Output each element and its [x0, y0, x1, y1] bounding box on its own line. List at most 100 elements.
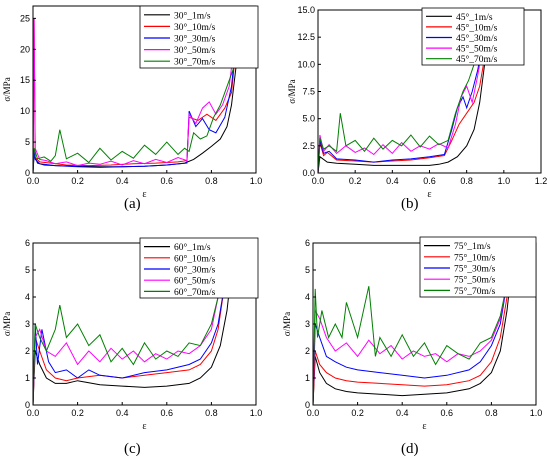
y-tick-label: 0	[25, 168, 30, 178]
x-tick-label: 0.2	[71, 408, 84, 418]
legend-label-1: 75°_1m/s	[454, 241, 491, 252]
x-tick-label: 1.0	[250, 408, 263, 418]
legend-label-3: 30°_30m/s	[174, 34, 216, 45]
series-line-1	[318, 10, 490, 173]
y-tick-label: 2	[25, 346, 30, 356]
legend: 30°_1m/s30°_10m/s30°_30m/s30°_50m/s30°_7…	[139, 5, 259, 69]
series-line-1	[33, 243, 235, 405]
series-line-3	[33, 243, 230, 405]
chart-panel-2: 0.0 0.2 0.4 0.6 0.8 1.0 1.2 0.0 2.5 5.0 7.5 10.0 12.…	[287, 5, 547, 200]
legend-box	[419, 236, 537, 298]
series-line-5	[33, 6, 241, 173]
y-tick-label: 6	[25, 238, 30, 248]
x-tick-label: 0.6	[161, 176, 174, 186]
legend-label-1: 45°_1m/s	[456, 12, 493, 23]
y-axis-label: σ/MPa	[2, 312, 12, 336]
y-tick-label: 3	[25, 319, 30, 329]
y-tick-label: 1	[305, 373, 310, 383]
series-line-2	[318, 10, 490, 173]
legend-label-4: 60°_50m/s	[174, 276, 216, 287]
x-tick-label: 0.6	[161, 408, 174, 418]
x-tick-label: 0.4	[116, 408, 129, 418]
x-tick-label: 1.2	[535, 176, 548, 186]
x-tick-label: 0.2	[71, 176, 84, 186]
legend-label-4: 75°_50m/s	[454, 275, 496, 286]
y-axis-label: σ/MPa	[2, 77, 12, 101]
legend-label-2: 75°_10m/s	[454, 252, 496, 263]
y-tick-label: 4	[25, 292, 30, 302]
legend-label-5: 30°_70m/s	[174, 57, 216, 68]
y-tick-label: 2	[305, 346, 310, 356]
y-tick-label: 2.5	[302, 141, 315, 151]
series-line-3	[33, 6, 241, 173]
y-axis-label: σ/MPa	[282, 312, 292, 336]
legend-label-3: 75°_30m/s	[454, 264, 496, 275]
x-tick-label: 1.0	[250, 176, 263, 186]
x-axis-label: ε	[142, 421, 146, 432]
y-tick-label: 4	[305, 292, 310, 302]
x-tick-label: 0.4	[396, 408, 409, 418]
x-tick-label: 0.6	[441, 408, 454, 418]
series-line-4	[313, 243, 512, 405]
legend-label-3: 60°_30m/s	[174, 265, 216, 276]
caption-c: (c)	[124, 441, 141, 457]
y-tick-label: 3	[305, 319, 310, 329]
y-axis-label: σ/MPa	[287, 79, 297, 103]
legend-label-2: 45°_10m/s	[456, 22, 498, 33]
y-tick-label: 0.0	[302, 168, 315, 178]
legend-label-5: 75°_70m/s	[454, 286, 496, 297]
x-axis-label: ε	[422, 421, 426, 432]
legend-label-4: 45°_50m/s	[456, 44, 498, 55]
y-tick-label: 20	[20, 44, 30, 54]
series-line-4	[318, 10, 488, 173]
legend-label-1: 60°_1m/s	[174, 242, 211, 253]
y-tick-label: 10	[20, 106, 30, 116]
legend-box	[139, 237, 259, 299]
series-line-4	[33, 243, 226, 405]
series-line-1	[313, 243, 515, 405]
x-tick-label: 0.8	[485, 408, 498, 418]
x-tick-label: 0.4	[116, 176, 129, 186]
y-tick-label: 5	[25, 137, 30, 147]
y-tick-label: 15.0	[297, 5, 315, 15]
caption-d: (d)	[401, 441, 419, 457]
chart-panel-1: 0.0 0.2 0.4 0.6 0.8 1.0 0 5 10 15 20 25 ε σ/MPa 30°_1m…	[2, 5, 263, 200]
x-tick-label: 0.4	[386, 176, 399, 186]
x-tick-label: 0.8	[205, 408, 218, 418]
caption-a: (a)	[124, 196, 141, 212]
legend-box	[421, 7, 525, 66]
chart-panel-4: 0.0 0.2 0.4 0.6 0.8 1.00123456εσ/MPa75°_1m/s7…	[282, 236, 543, 432]
legend-box	[139, 5, 259, 69]
legend: 45°_1m/s45°_10m/s45°_30m/s45°_50m/s45°_7…	[421, 7, 525, 66]
y-tick-label: 5	[25, 265, 30, 275]
series-line-3	[318, 10, 488, 173]
legend: 60°_1m/s60°_10m/s60°_30m/s60°_50m/s60°_7…	[139, 237, 259, 299]
series-line-5	[313, 243, 512, 405]
y-tick-label: 25	[20, 13, 30, 23]
y-tick-label: 0	[305, 400, 310, 410]
y-tick-label: 6	[305, 238, 310, 248]
x-tick-label: 1.0	[530, 408, 543, 418]
legend-label-2: 60°_10m/s	[174, 253, 216, 264]
y-tick-label: 12.5	[297, 32, 315, 42]
series-line-3	[313, 243, 512, 405]
x-tick-label: 0.8	[205, 176, 218, 186]
x-axis-label: ε	[142, 189, 146, 200]
x-tick-label: 1.0	[498, 176, 511, 186]
chart-panel-3: 0.0 0.2 0.4 0.6 0.8 1.00123456εσ/MPa60°_1m/s6…	[2, 237, 263, 432]
x-tick-label: 0.2	[351, 408, 364, 418]
x-tick-label: 0.6	[423, 176, 436, 186]
series-line-5	[33, 243, 226, 405]
caption-b: (b)	[401, 196, 419, 212]
y-tick-label: 15	[20, 75, 30, 85]
legend: 75°_1m/s75°_10m/s75°_30m/s75°_50m/s75°_7…	[419, 236, 537, 298]
series-line-2	[313, 243, 512, 405]
legend-label-5: 60°_70m/s	[174, 287, 216, 298]
legend-label-4: 30°_50m/s	[174, 45, 216, 56]
y-tick-label: 7.5	[302, 87, 315, 97]
y-tick-label: 10.0	[297, 59, 315, 69]
x-tick-label: 0.0	[312, 176, 325, 186]
y-tick-label: 0	[25, 400, 30, 410]
legend-label-1: 30°_1m/s	[174, 10, 211, 21]
